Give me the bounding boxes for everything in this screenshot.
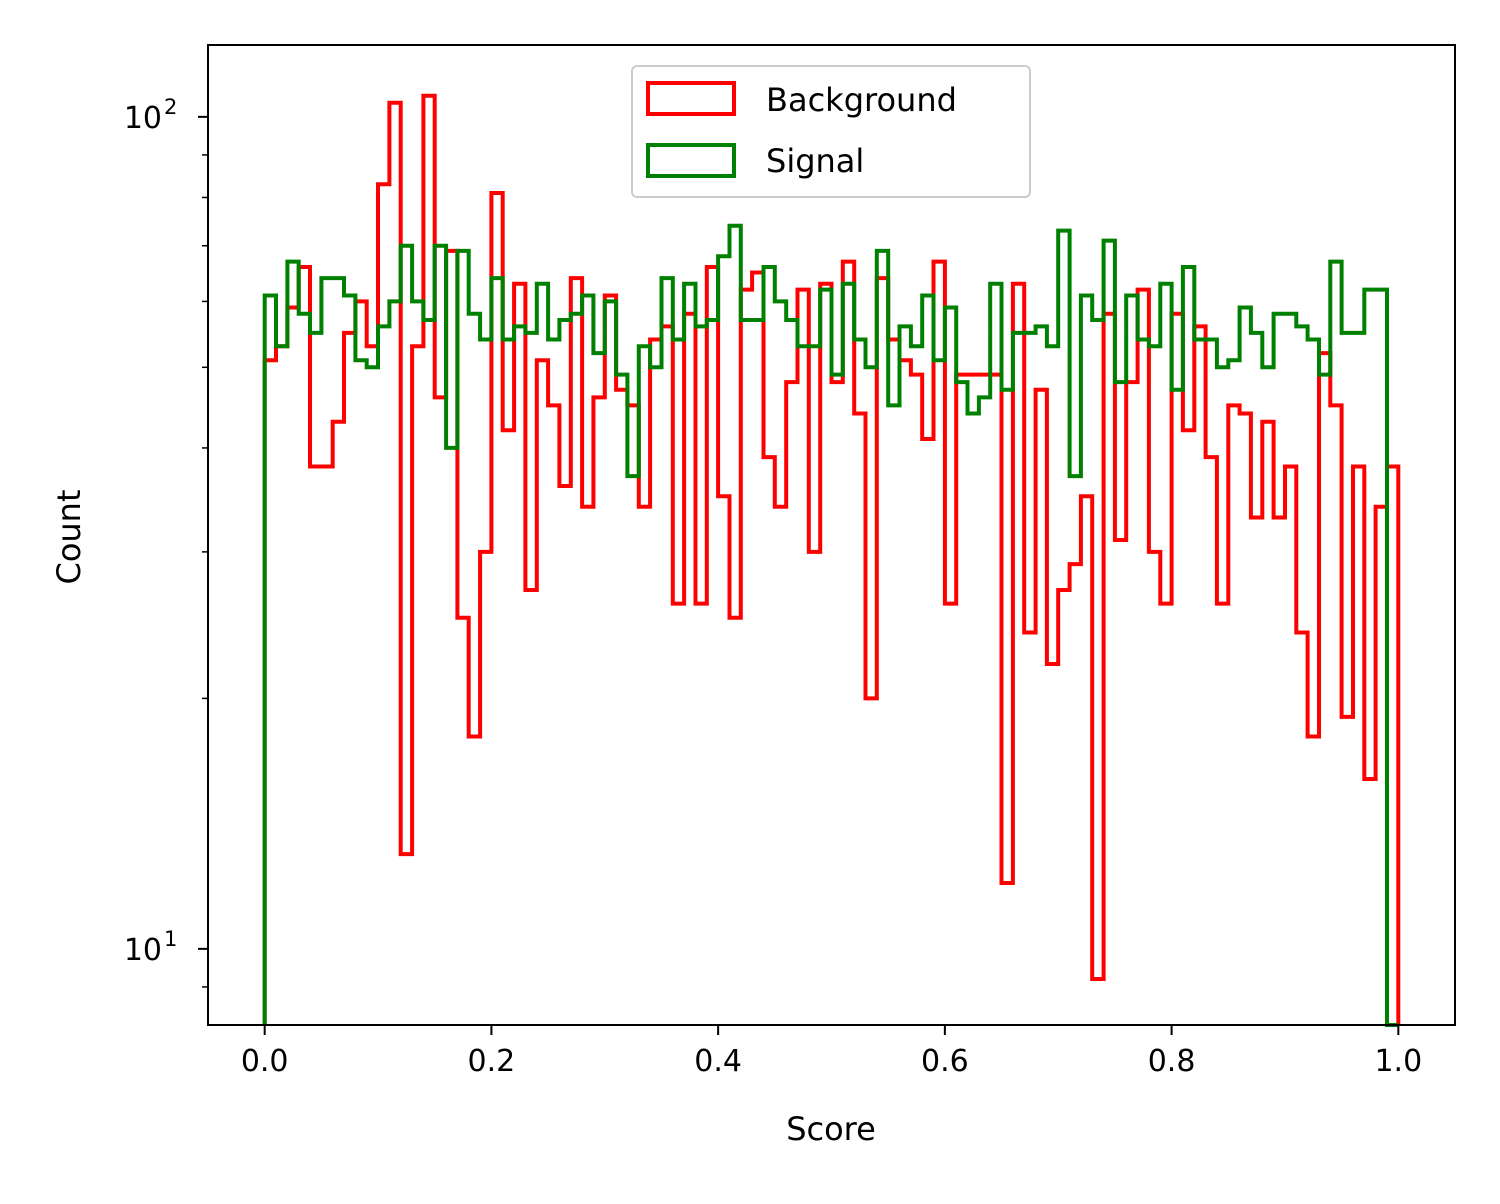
x-axis: 0.0 0.2 0.4 0.6 0.8 1.0	[241, 1025, 1422, 1079]
y-tick-label-exponent: 1	[164, 927, 177, 951]
legend-label-signal: Signal	[766, 142, 864, 180]
legend-swatch-background	[646, 81, 736, 116]
x-tick-label: 0.6	[921, 1044, 969, 1079]
y-axis-label: Count	[50, 489, 88, 584]
plot-frame	[207, 44, 1456, 1026]
series-signal-step-line	[262, 223, 1399, 1027]
x-axis-label: Score	[786, 1110, 876, 1148]
y-tick-label: 10	[124, 933, 162, 968]
x-tick-label: 0.0	[241, 1044, 289, 1079]
x-tick-label: 0.8	[1148, 1044, 1196, 1079]
y-tick-label: 10	[124, 101, 162, 136]
x-tick-label: 0.2	[468, 1044, 516, 1079]
legend-box	[631, 65, 1031, 198]
x-tick-label: 1.0	[1374, 1044, 1422, 1079]
legend-label-background: Background	[766, 81, 957, 119]
x-tick-label: 0.4	[694, 1044, 742, 1079]
series-layer	[262, 93, 1401, 1027]
y-tick-label-exponent: 2	[164, 95, 177, 119]
legend: Background Signal	[631, 65, 1031, 198]
legend-swatch-signal	[646, 143, 736, 178]
